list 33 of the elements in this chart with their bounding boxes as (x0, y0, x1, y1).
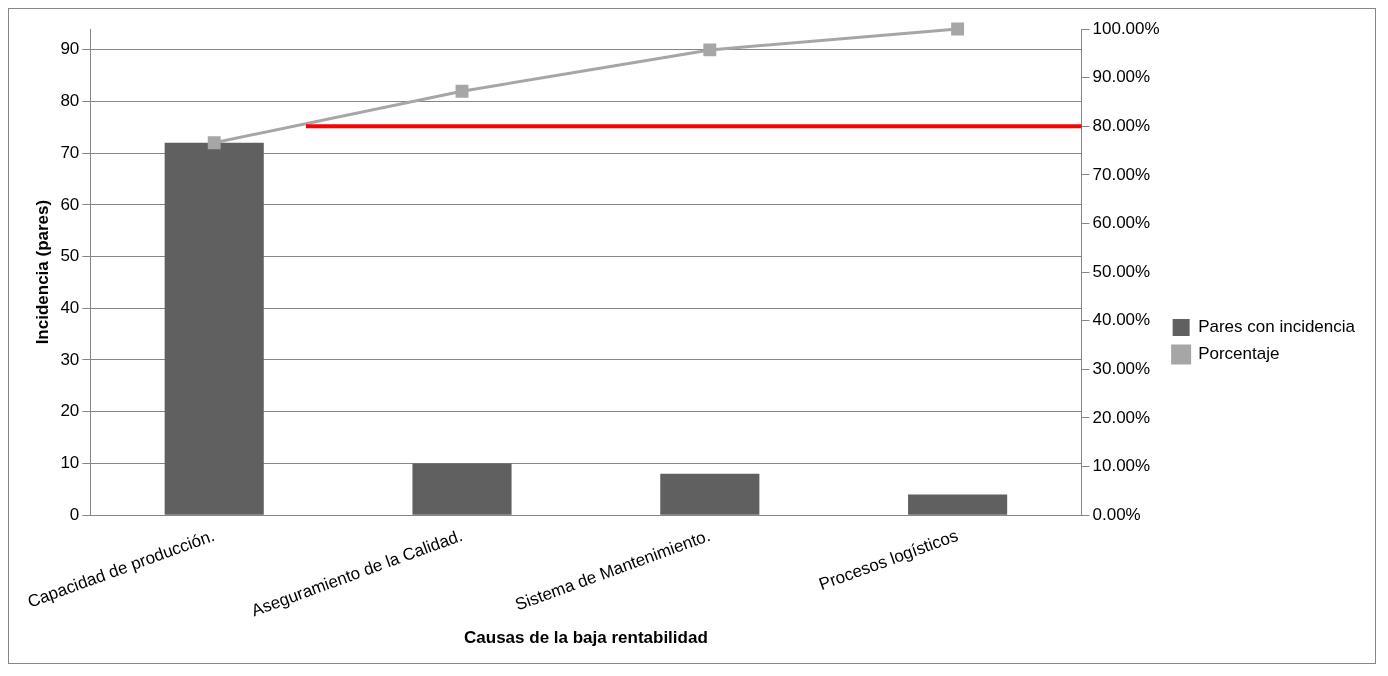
legend-label: Pares con incidencia (1198, 317, 1356, 337)
y2-tick-label: 0.00% (1092, 504, 1141, 524)
y-tick-label: 90 (60, 39, 80, 59)
y-tick-label: 0 (69, 504, 80, 524)
y-tick-label: 50 (60, 246, 80, 266)
legend-label: Porcentaje (1198, 344, 1280, 364)
point (207, 136, 221, 150)
y2-tick-label: 50.00% (1092, 261, 1151, 281)
y-tick-label: 30 (60, 349, 80, 369)
y-tick-label: 20 (60, 401, 80, 421)
x-axis-title: Causas de la baja rentabilidad (464, 628, 708, 648)
y2-tick-label: 60.00% (1092, 213, 1151, 233)
y2-tick-label: 30.00% (1092, 358, 1151, 378)
y-tick-label: 60 (60, 194, 80, 214)
point (951, 22, 965, 36)
y2-tick-label: 70.00% (1092, 164, 1151, 184)
y-tick-label: 80 (60, 91, 80, 111)
y-tick-label: 40 (60, 297, 80, 317)
y2-tick-label: 20.00% (1092, 407, 1151, 427)
y2-tick-label: 100.00% (1092, 18, 1160, 38)
point (703, 43, 717, 57)
y2-tick-label: 10.00% (1092, 456, 1151, 476)
bar (164, 142, 264, 515)
y-tick-label: 10 (60, 453, 80, 473)
bar (660, 473, 760, 515)
bar (412, 463, 512, 515)
y2-tick-label: 90.00% (1092, 67, 1151, 87)
y2-tick-label: 80.00% (1092, 115, 1151, 135)
point (455, 84, 469, 98)
y-axis-title: Incidencia (pares) (32, 199, 52, 345)
bar (908, 494, 1008, 515)
y2-tick-label: 40.00% (1092, 310, 1151, 330)
y-tick-label: 70 (60, 142, 80, 162)
